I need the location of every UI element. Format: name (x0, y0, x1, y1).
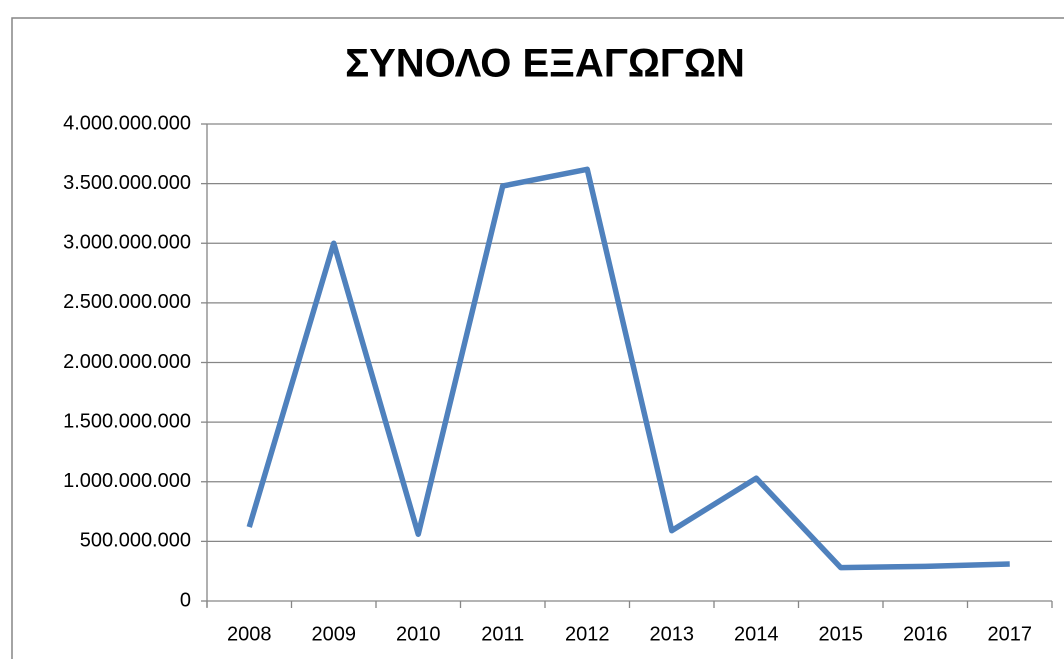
y-tick-label: 1.000.000.000 (63, 470, 191, 492)
x-tick-label: 2012 (565, 623, 610, 645)
y-tick-label: 4.000.000.000 (63, 112, 191, 134)
x-tick-label: 2016 (903, 623, 948, 645)
y-tick-label: 500.000.000 (80, 530, 191, 552)
x-tick-label: 2011 (481, 623, 524, 645)
x-tick-label: 2013 (650, 623, 695, 645)
x-tick-label: 2010 (396, 623, 441, 645)
x-tick-label: 2017 (988, 623, 1033, 645)
y-tick-label: 2.000.000.000 (63, 351, 191, 373)
x-tick-label: 2008 (227, 623, 272, 645)
chart-frame (11, 17, 1064, 659)
y-tick-label: 1.500.000.000 (63, 410, 191, 432)
y-tick-label: 0 (180, 589, 191, 611)
x-tick-label: 2014 (734, 623, 779, 645)
chart-title: ΣΥΝΟΛΟ ΕΞΑΓΩΓΩΝ (345, 42, 745, 86)
x-tick-label: 2015 (819, 623, 864, 645)
y-tick-label: 3.500.000.000 (63, 172, 191, 194)
y-tick-label: 2.500.000.000 (63, 291, 191, 313)
y-tick-label: 3.000.000.000 (63, 232, 191, 254)
x-tick-label: 2009 (312, 623, 357, 645)
data-line (246, 166, 1010, 571)
